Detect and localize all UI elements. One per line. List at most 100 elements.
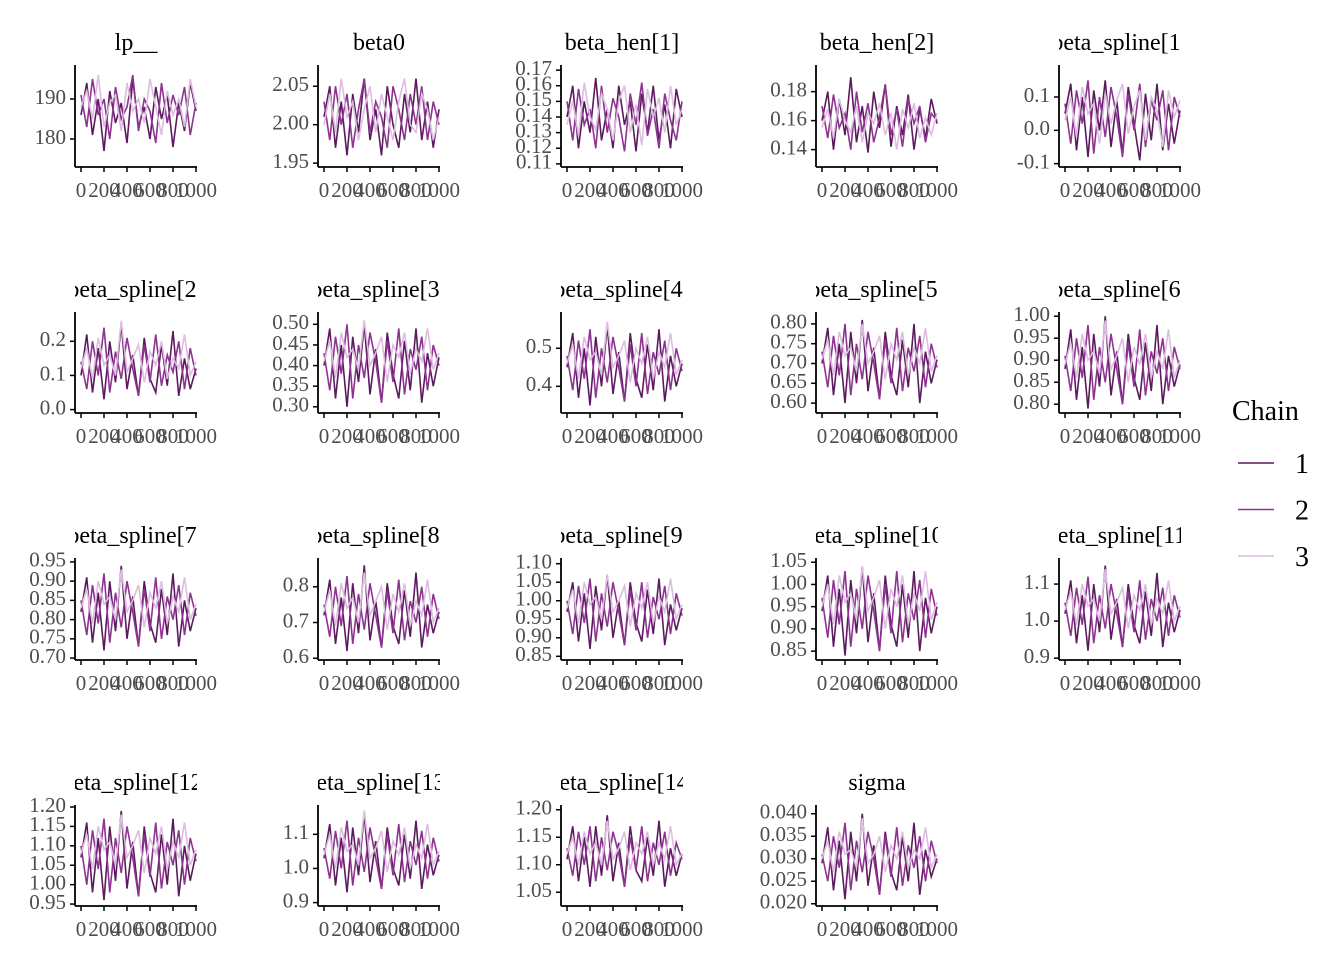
- x-tick-label: 400: [354, 178, 386, 202]
- x-tick-label: 400: [354, 424, 386, 448]
- x-tick-label: 1000: [175, 178, 217, 202]
- panel-title: beta_spline[8]: [310, 523, 447, 549]
- x-tick-label: 400: [111, 424, 143, 448]
- x-tick-label: 1000: [418, 671, 460, 695]
- x-tick-label: 200: [331, 424, 363, 448]
- x-tick-label: 400: [111, 178, 143, 202]
- trace-line: [821, 98, 938, 150]
- trace-line: [566, 329, 683, 402]
- trace-line: [1064, 569, 1181, 629]
- y-tick-label: 0.14: [770, 135, 807, 159]
- y-tick-label: 0.7: [283, 608, 309, 632]
- x-tick-label: 1000: [175, 671, 217, 695]
- y-tick-label: 0.90: [770, 615, 807, 639]
- x-tick-label: 600: [134, 671, 166, 695]
- trace-line: [323, 572, 440, 630]
- y-tick-label: 1.10: [515, 550, 552, 574]
- x-tick-label: 400: [852, 917, 884, 941]
- panel-title: beta0: [353, 30, 405, 56]
- y-tick-label: 1.1: [1024, 570, 1050, 594]
- x-tick-label: 1000: [175, 424, 217, 448]
- y-tick-label: 1.00: [515, 587, 552, 611]
- y-tick-label: 1.10: [515, 851, 552, 875]
- y-tick-label: 1.20: [29, 793, 66, 817]
- x-tick-label: 1000: [1159, 178, 1201, 202]
- y-tick-label: 0.16: [515, 72, 552, 96]
- x-tick-label: 600: [620, 178, 652, 202]
- x-tick-label: 200: [829, 424, 861, 448]
- x-tick-label: 200: [88, 424, 120, 448]
- x-tick-label: 600: [620, 671, 652, 695]
- x-tick-label: 0: [562, 917, 573, 941]
- x-tick-label: 600: [620, 424, 652, 448]
- trace-line: [566, 578, 683, 646]
- x-tick-label: 1000: [1159, 424, 1201, 448]
- x-tick-label: 1000: [418, 178, 460, 202]
- y-tick-label: 0.95: [770, 592, 807, 616]
- x-tick-label: 200: [574, 671, 606, 695]
- x-tick-label: 400: [852, 178, 884, 202]
- y-tick-label: 0.45: [272, 331, 309, 355]
- x-tick-label: 1000: [175, 917, 217, 941]
- panel-title: beta_spline[3]: [310, 277, 447, 303]
- x-tick-label: 400: [1095, 178, 1127, 202]
- trace-line: [323, 320, 440, 383]
- trace-line: [323, 78, 440, 156]
- y-tick-label: 0.90: [515, 624, 552, 648]
- y-tick-label: 0.12: [515, 134, 552, 158]
- x-tick-label: 1000: [661, 671, 703, 695]
- trace-line: [821, 323, 938, 400]
- x-tick-label: 200: [88, 178, 120, 202]
- trace-line: [323, 324, 440, 403]
- x-tick-label: 600: [620, 917, 652, 941]
- y-tick-label: 0.4: [526, 372, 553, 396]
- y-tick-label: 1.0: [283, 854, 309, 878]
- trace-line: [821, 566, 938, 630]
- y-tick-label: -0.1: [1017, 149, 1050, 173]
- y-tick-label: 0.85: [1013, 368, 1050, 392]
- x-tick-label: 1000: [916, 424, 958, 448]
- x-tick-label: 200: [829, 178, 861, 202]
- x-tick-label: 600: [875, 424, 907, 448]
- x-tick-label: 0: [1060, 424, 1071, 448]
- trace-line: [1064, 324, 1181, 405]
- y-tick-label: 2.00: [272, 111, 309, 135]
- trace-line: [1064, 565, 1181, 651]
- trace-line: [323, 813, 440, 893]
- x-tick-label: 600: [134, 424, 166, 448]
- x-tick-label: 1000: [661, 178, 703, 202]
- x-tick-label: 600: [1118, 671, 1150, 695]
- x-tick-label: 400: [111, 671, 143, 695]
- x-tick-label: 0: [817, 917, 828, 941]
- y-tick-label: 1.00: [1013, 302, 1050, 326]
- x-tick-label: 1000: [1159, 671, 1201, 695]
- y-tick-label: 0.9: [283, 888, 309, 912]
- y-tick-label: 0.0: [1024, 116, 1050, 140]
- x-tick-label: 600: [134, 178, 166, 202]
- x-tick-label: 200: [88, 671, 120, 695]
- x-tick-label: 800: [157, 178, 189, 202]
- panel-title: sigma: [848, 770, 906, 796]
- y-tick-label: 0.11: [516, 150, 552, 174]
- y-tick-label: 0.5: [526, 334, 552, 358]
- y-tick-label: 0.90: [1013, 346, 1050, 370]
- x-tick-label: 800: [1141, 671, 1173, 695]
- x-tick-label: 400: [597, 178, 629, 202]
- x-tick-label: 0: [1060, 671, 1071, 695]
- panel-title: beta_spline[9]: [553, 523, 690, 549]
- x-tick-label: 1000: [661, 424, 703, 448]
- trace-line: [80, 74, 197, 136]
- y-tick-label: 0.035: [760, 822, 807, 846]
- x-tick-label: 1000: [661, 917, 703, 941]
- x-tick-label: 200: [1072, 178, 1104, 202]
- x-tick-label: 200: [574, 178, 606, 202]
- legend-label: 2: [1295, 496, 1309, 527]
- y-tick-label: 0.025: [760, 867, 807, 891]
- trace-line: [80, 573, 197, 647]
- x-tick-label: 0: [817, 424, 828, 448]
- y-tick-label: 1.20: [515, 796, 552, 820]
- y-tick-label: 0.18: [770, 77, 807, 101]
- y-tick-label: 190: [35, 85, 67, 109]
- trace-line: [566, 826, 683, 887]
- y-tick-label: 0.75: [29, 625, 66, 649]
